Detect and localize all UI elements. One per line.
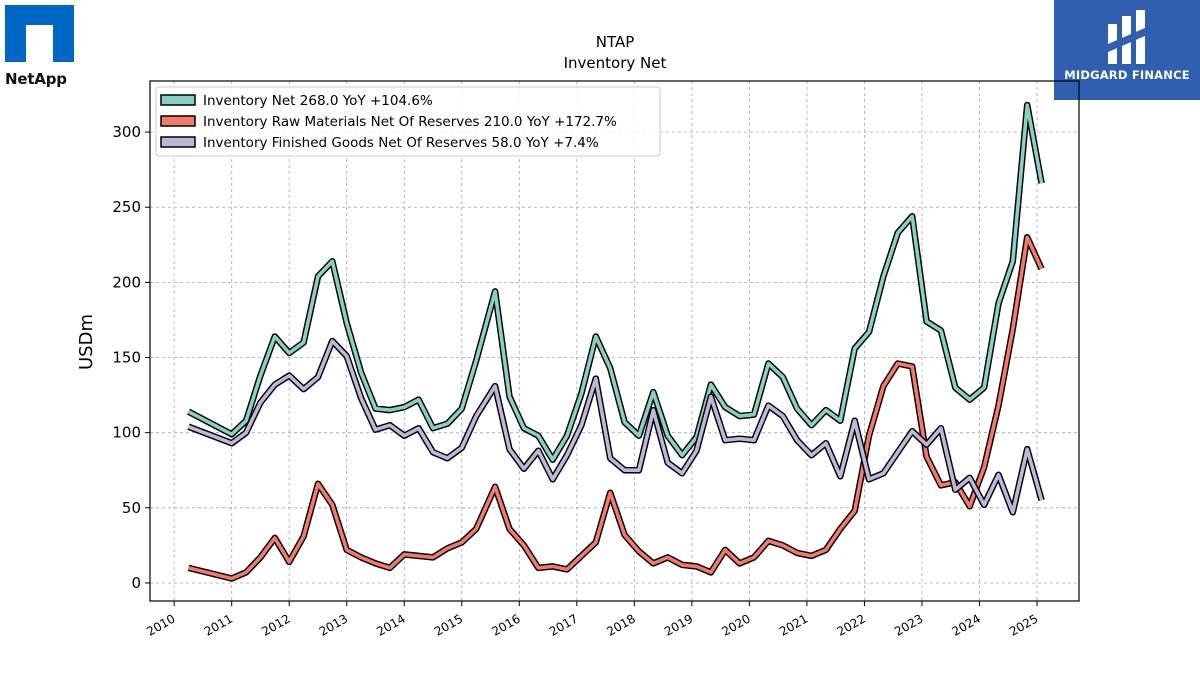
x-tick-label: 2014 (374, 611, 407, 638)
netapp-logo: NetApp (5, 5, 77, 93)
series-inventory-finished-goods-net-of-reserves (187, 337, 1045, 516)
chart-subtitle: Inventory Net (564, 54, 667, 72)
x-tick-label: 2019 (662, 611, 695, 638)
legend-label: Inventory Raw Materials Net Of Reserves … (203, 114, 617, 130)
series-line-inventory-finished-goods-net-of-reserves (187, 339, 1044, 515)
x-tick-label: 2017 (547, 611, 580, 638)
x-tick-label: 2023 (892, 611, 925, 638)
series-line-inventory-net (187, 103, 1044, 462)
legend-swatch (160, 115, 196, 127)
legend-item-inventory-finished-goods-net-of-reserves: Inventory Finished Goods Net Of Reserves… (160, 135, 599, 151)
y-tick-label: 100 (112, 424, 141, 442)
x-tick-label: 2016 (489, 611, 522, 638)
legend-item-inventory-net: Inventory Net 268.0 YoY +104.6% (160, 93, 433, 109)
x-tick-label: 2022 (834, 611, 867, 638)
midgard-logo: MIDGARD FINANCE (1054, 0, 1200, 100)
x-tick-label: 2012 (259, 611, 292, 638)
midgard-mark-icon (1108, 10, 1145, 64)
y-axis-label: USDm (76, 314, 97, 370)
series-inventory-raw-materials-net-of-reserves (187, 234, 1045, 582)
legend: Inventory Net 268.0 YoY +104.6% Inventory… (155, 86, 661, 157)
legend-swatch (160, 94, 196, 106)
x-tick-label: 2020 (719, 611, 752, 638)
y-tick-label: 200 (112, 273, 141, 291)
chart-title: NTAP (596, 33, 635, 51)
y-tick-label: 250 (112, 198, 141, 216)
x-tick-label: 2024 (950, 611, 983, 638)
x-tick-label: 2018 (604, 611, 637, 638)
plot-frame (149, 80, 1080, 602)
y-tick-label: 300 (112, 123, 141, 141)
x-tick-label: 2015 (432, 611, 465, 638)
y-tick-label: 0 (131, 574, 141, 592)
series-line-inventory-raw-materials-net-of-reserves (188, 235, 1044, 581)
series-layer (186, 101, 1045, 582)
y-tick-label: 150 (112, 349, 141, 367)
legend-item-inventory-raw-materials-net-of-reserves: Inventory Raw Materials Net Of Reserves … (160, 114, 617, 130)
grid-layer (150, 81, 1079, 601)
x-tick-label: 2013 (317, 611, 350, 638)
series-inventory-net (186, 101, 1045, 463)
netapp-n-mark-icon (5, 5, 74, 62)
x-tick-label: 2025 (1007, 611, 1040, 638)
legend-swatch (160, 136, 196, 148)
netapp-logo-text: NetApp (5, 70, 67, 88)
legend-box (155, 86, 661, 157)
x-tick-label: 2011 (202, 611, 235, 638)
legend-label: Inventory Net 268.0 YoY +104.6% (203, 93, 433, 109)
y-tick-label: 50 (122, 499, 141, 517)
x-tick-label: 2021 (777, 611, 810, 638)
x-tick-label: 2010 (144, 611, 177, 638)
midgard-logo-text: MIDGARD FINANCE (1064, 68, 1190, 82)
legend-label: Inventory Finished Goods Net Of Reserves… (203, 135, 599, 151)
